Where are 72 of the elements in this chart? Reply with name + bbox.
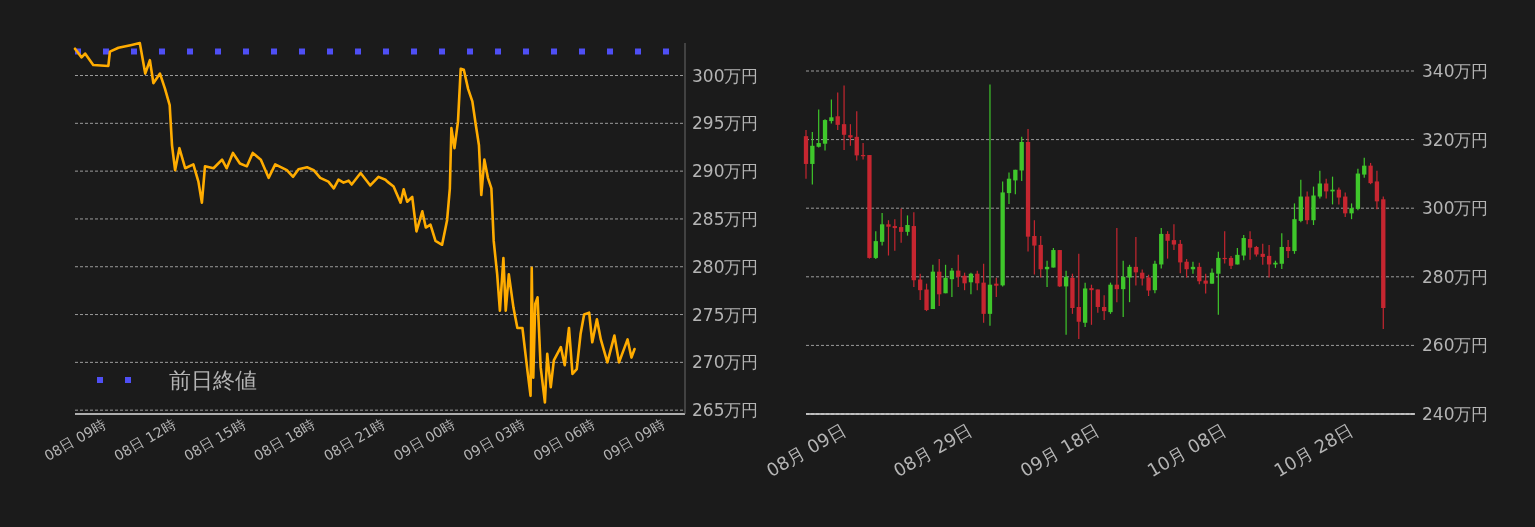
candlestick	[1076, 253, 1081, 340]
y-tick-label: 240万円	[1422, 404, 1489, 424]
y-tick-label: 280万円	[692, 256, 759, 277]
candlestick	[841, 84, 847, 151]
x-tick-label: 10月 08日	[1143, 419, 1230, 481]
candlestick	[1127, 264, 1132, 303]
x-tick-label: 08日 18時	[251, 416, 319, 464]
x-tick-label: 08日 12時	[111, 416, 179, 464]
y-tick-label: 265万円	[692, 400, 759, 421]
candlestick	[1051, 247, 1056, 269]
x-tick-label: 08日 21時	[320, 416, 388, 464]
x-tick-label: 08月 29日	[889, 419, 977, 481]
candlestick	[854, 110, 859, 162]
candlestick	[1171, 223, 1177, 251]
candlestick	[1305, 190, 1310, 225]
y-tick-label: 340万円	[1422, 61, 1489, 81]
candlestick	[873, 230, 878, 260]
y-tick-label: 295万円	[692, 113, 759, 134]
candlestick	[1006, 171, 1012, 205]
x-tick-label: 09日 00時	[390, 416, 458, 464]
candlestick	[937, 258, 942, 307]
candlestick	[1368, 162, 1373, 185]
candlestick	[1279, 232, 1284, 270]
legend-label: 前日終値	[169, 367, 257, 393]
candlestick	[1362, 157, 1367, 179]
candlestick	[1260, 243, 1265, 266]
candlestick	[1216, 251, 1221, 316]
y-tick-label: 320万円	[1422, 129, 1489, 150]
x-tick-label: 09日 09時	[600, 416, 668, 464]
candlestick	[810, 131, 815, 186]
candlestick	[924, 283, 929, 312]
x-tick-label: 08月 09日	[762, 419, 850, 481]
candlestick	[899, 207, 904, 244]
y-tick-label: 280万円	[1422, 266, 1489, 287]
candlestick	[848, 123, 853, 147]
candlestick	[943, 264, 948, 294]
x-tick-label: 09日 06時	[530, 416, 598, 464]
y-tick-label: 270万円	[692, 352, 759, 373]
candlestick	[1197, 262, 1202, 285]
y-tick-label: 300万円	[1422, 198, 1489, 219]
candlestick	[1374, 170, 1380, 210]
candlestick	[879, 212, 885, 247]
candlestick	[1121, 260, 1126, 318]
candlestick	[905, 214, 910, 237]
candlestick	[816, 108, 821, 149]
candlestick	[886, 219, 891, 257]
candlestick	[1317, 170, 1322, 200]
candlestick	[1146, 274, 1151, 297]
candlestick	[822, 118, 828, 152]
y-tick-label: 290万円	[692, 161, 759, 182]
candlestick	[1089, 284, 1094, 326]
candlestick	[1184, 258, 1189, 279]
y-tick-label: 300万円	[692, 65, 759, 86]
x-tick-label: 08日 09時	[41, 416, 109, 464]
candlestick	[829, 98, 834, 125]
candlestick	[1247, 230, 1253, 261]
y-tick-label: 275万円	[692, 304, 759, 325]
candlestick	[835, 92, 840, 131]
legend: 前日終値	[97, 367, 257, 393]
x-tick-label: 09日 03時	[460, 416, 528, 464]
candlestick	[1178, 239, 1183, 274]
y-tick-label: 285万円	[692, 208, 759, 229]
x-tick-label: 10月 28日	[1270, 419, 1357, 481]
candlestick	[1203, 273, 1208, 295]
y-tick-label: 260万円	[1422, 335, 1489, 356]
x-tick-label: 09月 18日	[1016, 419, 1103, 481]
candlestick	[1013, 169, 1018, 195]
candlestick	[1032, 219, 1037, 275]
x-tick-label: 08日 15時	[181, 416, 249, 464]
candlestick	[1241, 234, 1246, 261]
candlestick	[1095, 288, 1100, 314]
candlestick	[1165, 230, 1170, 260]
